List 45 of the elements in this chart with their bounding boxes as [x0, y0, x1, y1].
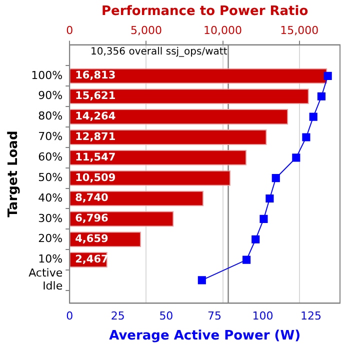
- y-axis-title: Target Load: [6, 130, 22, 218]
- data-label: 6,796: [75, 212, 108, 225]
- x-tick-label: 100: [252, 310, 274, 323]
- data-label: 12,871: [75, 130, 116, 143]
- x-tick-label: 50: [159, 310, 174, 323]
- y-tick-label: 30%: [38, 212, 63, 225]
- y-tick-label: 40%: [38, 191, 63, 204]
- y-tick-label: 90%: [38, 89, 63, 102]
- y-tick-label: 50%: [38, 170, 63, 184]
- point: [292, 154, 300, 162]
- point: [252, 235, 260, 244]
- x2-tick-label: 10,000: [204, 24, 242, 38]
- x2-tick-label: 0: [66, 24, 74, 38]
- y-tick-label: 100%: [31, 68, 63, 82]
- x2-tick-label: 15,000: [280, 24, 319, 38]
- point: [260, 214, 268, 223]
- y-tick-label: Active Idle: [28, 266, 63, 293]
- data-label: 14,264: [75, 110, 116, 123]
- point: [272, 174, 280, 182]
- x-axis-title: Average Active Power (W): [109, 328, 301, 344]
- point: [324, 72, 332, 80]
- point: [266, 194, 274, 203]
- point: [309, 112, 318, 121]
- point: [242, 256, 251, 264]
- y-tick-label: 10%: [38, 252, 63, 266]
- x-tick-label: 75: [207, 310, 222, 323]
- y-tick-label: 80%: [38, 110, 63, 123]
- y-tick-label: 20%: [38, 232, 63, 246]
- point: [317, 92, 326, 100]
- data-label: 10,509: [75, 172, 116, 184]
- point: [198, 276, 206, 284]
- data-label: 8,740: [75, 192, 108, 204]
- y-tick-label: 60%: [38, 150, 63, 164]
- x-tick-label: 0: [66, 310, 74, 323]
- x-tick-label: 125: [300, 310, 322, 323]
- y-tick-label: 70%: [38, 130, 63, 144]
- ref-line-label: 10,356 overall ssj_ops/watt: [90, 46, 228, 58]
- data-label: 16,813: [75, 70, 116, 82]
- x-tick-label: 25: [110, 310, 125, 323]
- x2-tick-label: 5,000: [130, 24, 162, 38]
- data-label: 4,659: [75, 233, 108, 246]
- point: [302, 133, 310, 142]
- data-label: 15,621: [75, 90, 116, 102]
- x2-axis-title: Performance to Power Ratio: [101, 4, 308, 20]
- data-label: 11,547: [75, 151, 116, 164]
